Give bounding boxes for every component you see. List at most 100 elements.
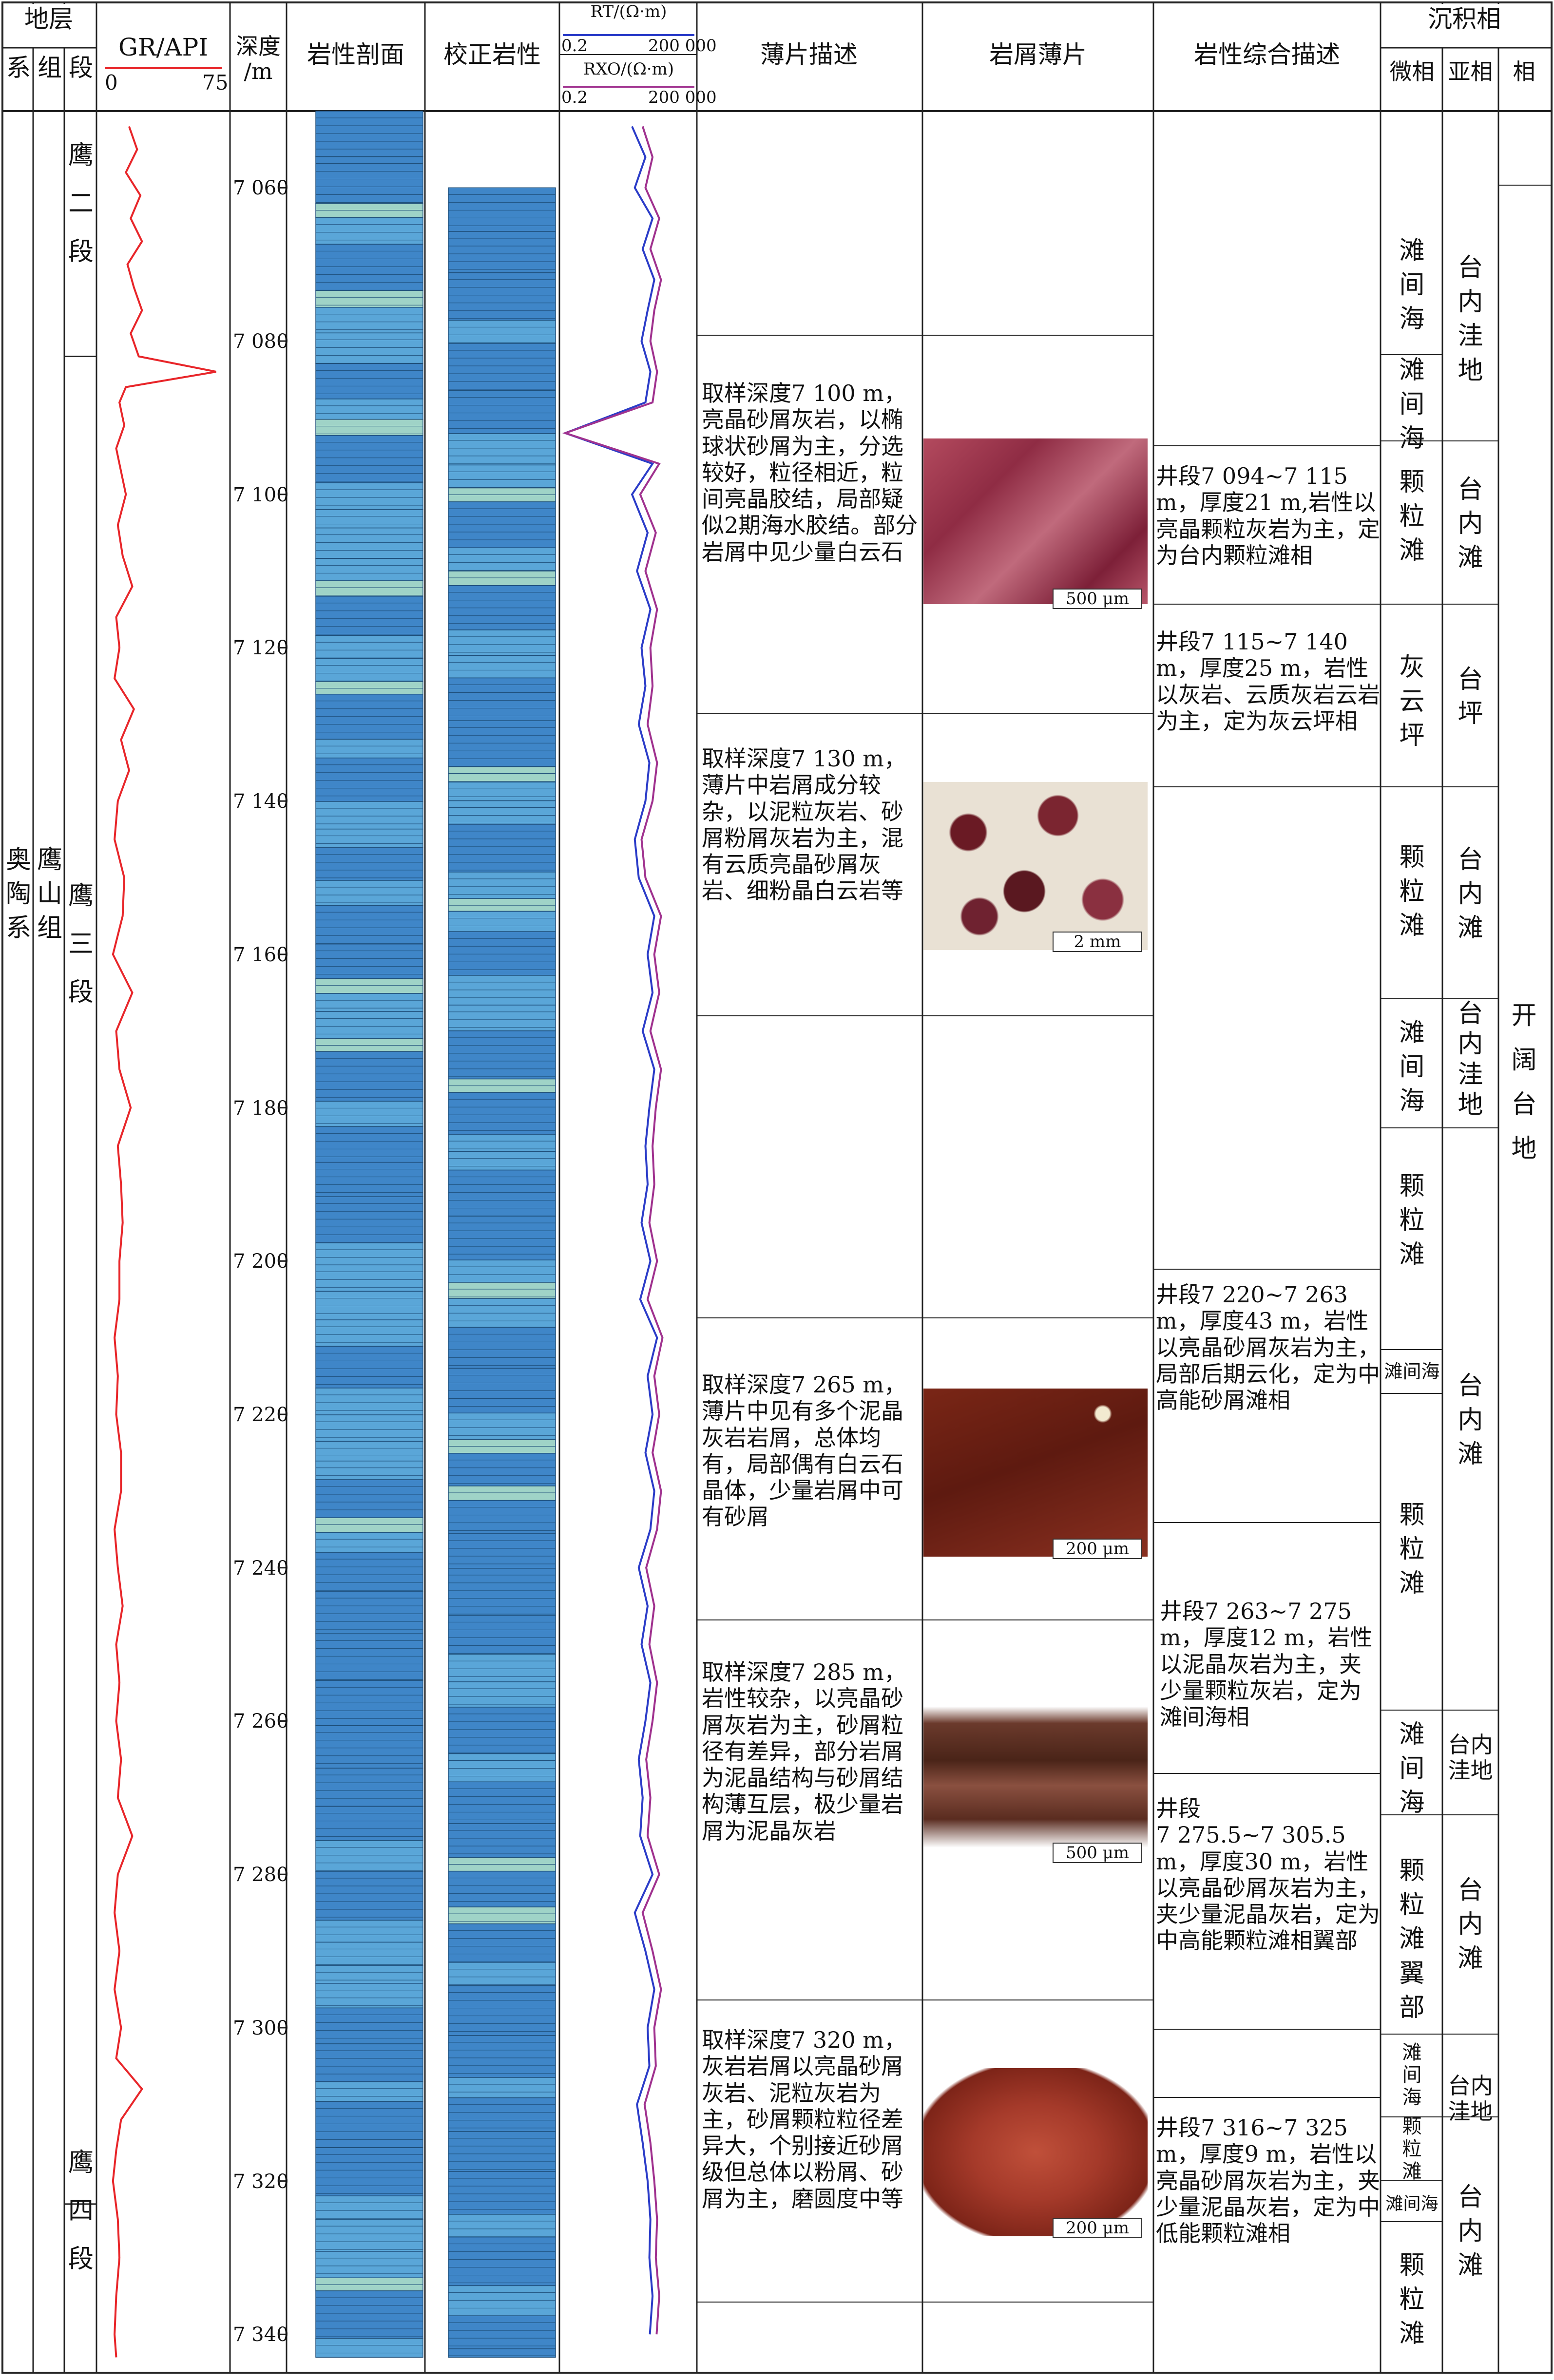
lith-desc: 井段7 094~7 115 m，厚度21 m,岩性以亮晶颗粒灰岩为主，定为台内颗…	[1156, 463, 1380, 569]
microfacies-label: 颗 粒 滩	[1399, 468, 1425, 566]
lith-corrected-bed	[448, 1412, 556, 1440]
lith-corrected-bed	[448, 390, 556, 434]
scale-bar-label: 2 mm	[1053, 932, 1142, 952]
lith-corrected-bed	[448, 2131, 556, 2172]
lith-bed	[315, 1051, 423, 1102]
lith-corrected-bed	[448, 187, 556, 232]
lith-corrected-bed	[448, 2035, 556, 2078]
lith-corrected-bed	[448, 898, 556, 912]
lith-bed	[315, 1264, 423, 1292]
lith-bed	[315, 801, 423, 830]
lith-bed	[315, 1346, 423, 1389]
lith-bed	[315, 1011, 423, 1039]
cuttings-photo-7130	[923, 782, 1148, 950]
header-corrected-lith: 校正岩性	[443, 40, 541, 69]
scale-bar-label: 500 μm	[1053, 1843, 1142, 1863]
lith-bed	[315, 828, 423, 848]
lith-bed	[315, 596, 423, 636]
lith-bed	[315, 1126, 423, 1163]
lith-bed	[315, 527, 423, 559]
lith-bed	[315, 1101, 423, 1127]
header-cuttings: 岩屑薄片	[989, 40, 1087, 69]
lith-corrected-bed	[448, 272, 556, 321]
microfacies-label: 灰 云 坪	[1399, 653, 1425, 751]
subfacies-label: 台 内 洼 地	[1458, 999, 1483, 1120]
depth-tick-label: 7 080	[233, 330, 289, 353]
gr-axis-max: 75	[202, 71, 229, 95]
rxo-axis-max: 200 000	[648, 88, 717, 107]
lith-bed	[315, 435, 423, 483]
header-member: 段	[69, 54, 93, 82]
header-stratum: 地层	[24, 5, 73, 33]
lith-bed	[315, 1965, 423, 1984]
subfacies-label: 台 内 滩	[1458, 475, 1483, 573]
lith-bed	[315, 2081, 423, 2102]
lith-corrected-bed	[448, 1216, 556, 1260]
lith-bed	[315, 290, 423, 308]
member-label-2: 鹰 二 段	[68, 141, 94, 267]
lith-corrected-bed	[448, 1453, 556, 1486]
lith-bed	[315, 1319, 423, 1347]
lith-corrected-bed	[448, 2214, 556, 2238]
header-rxo: RXO/(Ω·m)	[583, 59, 674, 79]
lith-bed	[315, 156, 423, 204]
microfacies-label: 滩 间 海	[1399, 1720, 1425, 1818]
lith-corrected-bed	[448, 1681, 556, 1708]
lith-corrected-bed	[448, 629, 556, 656]
lith-desc: 井段7 220~7 263 m，厚度43 m，岩性以亮晶砂屑灰岩为主，局部后期云…	[1156, 1281, 1380, 1414]
lith-bed	[315, 978, 423, 994]
lith-corrected-bed	[448, 1282, 556, 1299]
gr-axis-min: 0	[105, 71, 118, 95]
cuttings-photo-7265	[923, 1389, 1148, 1557]
subfacies-label: 台 坪	[1458, 665, 1483, 729]
lith-corrected-bed	[448, 1151, 556, 1171]
thin-section-desc: 取样深度7 265 m，薄片中见有多个泥晶灰岩岩屑，总体均有，局部偶有白云石晶体…	[702, 1371, 906, 1530]
lith-bed	[315, 2338, 423, 2358]
lith-corrected-bed	[448, 1485, 556, 1501]
lith-bed	[315, 306, 423, 334]
header-subfacies: 亚相	[1448, 58, 1493, 85]
thin-section-desc: 取样深度7 100 m，亮晶砂屑灰岩，以椭球状砂屑为主，分选较好，粒径相近，粒间…	[702, 380, 918, 565]
lith-corrected-bed	[448, 433, 556, 466]
lith-corrected-bed	[448, 547, 556, 571]
microfacies-label: 滩间海	[1385, 2194, 1439, 2214]
header-rt: RT/(Ω·m)	[590, 2, 667, 21]
lith-bed	[315, 2290, 423, 2339]
lith-bed	[315, 1196, 423, 1243]
lith-corrected-bed	[448, 2077, 556, 2098]
microfacies-label: 颗 粒 滩	[1399, 843, 1425, 941]
lith-bed	[315, 482, 423, 510]
lith-corrected-bed	[448, 1327, 556, 1369]
lith-corrected-bed	[448, 464, 556, 489]
cuttings-photo-7285	[923, 1693, 1148, 1861]
depth-tick-label: 7 180	[233, 1097, 289, 1120]
lith-bed	[315, 1388, 423, 1415]
lith-corrected-bed	[448, 824, 556, 873]
lith-bed	[315, 558, 423, 581]
rt-axis-max: 200 000	[648, 36, 717, 56]
lith-desc: 井段 7 275.5~7 305.5 m，厚度30 m，岩性以亮晶砂屑灰岩为主，…	[1156, 1795, 1380, 1954]
header-thin-desc: 薄片描述	[760, 40, 858, 69]
lith-corrected-bed	[448, 800, 556, 825]
lith-corrected-bed	[448, 1092, 556, 1135]
gr-series-line	[112, 126, 216, 2358]
lith-bed	[315, 1840, 423, 1872]
cuttings-photo-7320	[923, 2068, 1148, 2236]
lith-bed	[315, 943, 423, 979]
subfacies-label: 台 内 滩	[1458, 1371, 1483, 1469]
header-microfacies: 微相	[1389, 58, 1435, 85]
lith-corrected-bed	[448, 720, 556, 767]
lith-bed	[315, 1532, 423, 1553]
lith-corrected-bed	[448, 1707, 556, 1754]
subfacies-label: 台内 洼地	[1448, 1732, 1493, 1784]
lith-corrected-bed	[448, 501, 556, 549]
lith-bed	[315, 1479, 423, 1518]
lith-bed	[315, 2101, 423, 2149]
lith-corrected-bed	[448, 1753, 556, 1783]
lith-corrected-bed	[448, 1169, 556, 1217]
lith-bed	[315, 1871, 423, 1921]
depth-tick-label: 7 340	[233, 2323, 289, 2346]
thin-section-desc: 取样深度7 130 m，薄片中岩屑成分较杂，以泥粒灰岩、砂屑粉屑灰岩为主，混有云…	[702, 745, 906, 904]
